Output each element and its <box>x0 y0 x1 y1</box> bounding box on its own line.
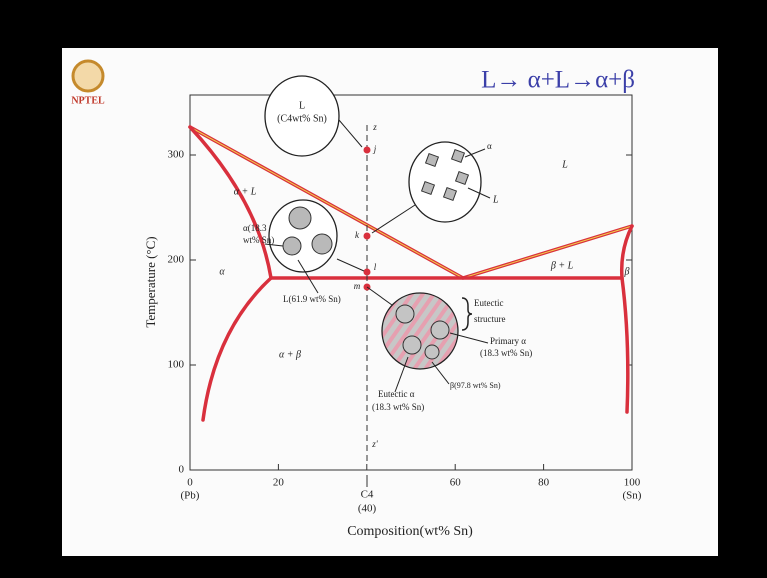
callout-text: Primary α <box>490 336 526 346</box>
logo <box>73 61 103 91</box>
x-tick-label: (Sn) <box>623 490 642 502</box>
slide-screenshot: NPTELL→ α+L→α+β0(Pb)206080100(Sn)C4(40)0… <box>0 0 767 578</box>
state-point <box>364 147 371 154</box>
x-tick-label: 80 <box>538 477 550 489</box>
x-tick-label: 60 <box>450 477 462 489</box>
grain <box>283 237 301 255</box>
slide-background <box>62 48 718 556</box>
y-tick-label: 100 <box>168 359 185 371</box>
y-tick-label: 300 <box>168 149 185 161</box>
callout-circle <box>409 142 481 222</box>
callout-text: Eutectic <box>474 298 503 308</box>
x-tick-label: 100 <box>624 477 641 489</box>
point-label: z <box>372 122 377 132</box>
grain <box>403 336 421 354</box>
callout-text: (18.3 wt% Sn) <box>480 348 532 358</box>
state-point <box>364 269 371 276</box>
formula: L→ α+L→α+β <box>481 67 635 94</box>
page: {"slide": {"logo": "NPTEL", "formula": "… <box>0 0 767 578</box>
x-axis-title: Composition(wt% Sn) <box>347 524 473 539</box>
logo-text: NPTEL <box>71 95 105 106</box>
x-tick-label: (Pb) <box>181 490 200 502</box>
callout-text: α <box>487 141 492 151</box>
callout-text: (18.3 wt% Sn) <box>372 402 424 412</box>
x-tick-label: 20 <box>273 477 285 489</box>
y-tick-label: 200 <box>168 254 185 266</box>
state-point <box>364 233 371 240</box>
region-label: β <box>624 266 630 277</box>
region-label: α <box>219 266 225 277</box>
callout-text: Eutectic α <box>378 389 415 399</box>
composition-marker: (40) <box>358 503 377 515</box>
point-label: m <box>354 281 361 291</box>
y-axis-title: Temperature (°C) <box>143 236 158 327</box>
callout-text: α(18.3 <box>243 223 267 233</box>
grain <box>396 305 414 323</box>
grain <box>431 321 449 339</box>
grain <box>425 345 439 359</box>
grain <box>289 207 311 229</box>
point-label: j <box>373 144 377 154</box>
callout-text: wt% Sn) <box>243 235 274 245</box>
callout-text: (C4wt% Sn) <box>277 113 327 124</box>
callout-text: L <box>492 194 499 205</box>
callout-text: L <box>299 100 305 111</box>
point-label: z' <box>371 439 379 449</box>
y-tick-label: 0 <box>179 464 185 476</box>
grain <box>312 234 332 254</box>
region-label: L <box>561 159 568 170</box>
region-label: α + β <box>279 349 301 360</box>
callout-text: structure <box>474 314 506 324</box>
region-label: β + L <box>550 260 574 271</box>
region-label: α + L <box>234 186 257 197</box>
x-tick-label: 0 <box>187 477 193 489</box>
callout-text: L(61.9 wt% Sn) <box>283 294 341 304</box>
composition-marker: C4 <box>361 489 374 501</box>
callout-text: β(97.8 wt% Sn) <box>450 381 501 390</box>
